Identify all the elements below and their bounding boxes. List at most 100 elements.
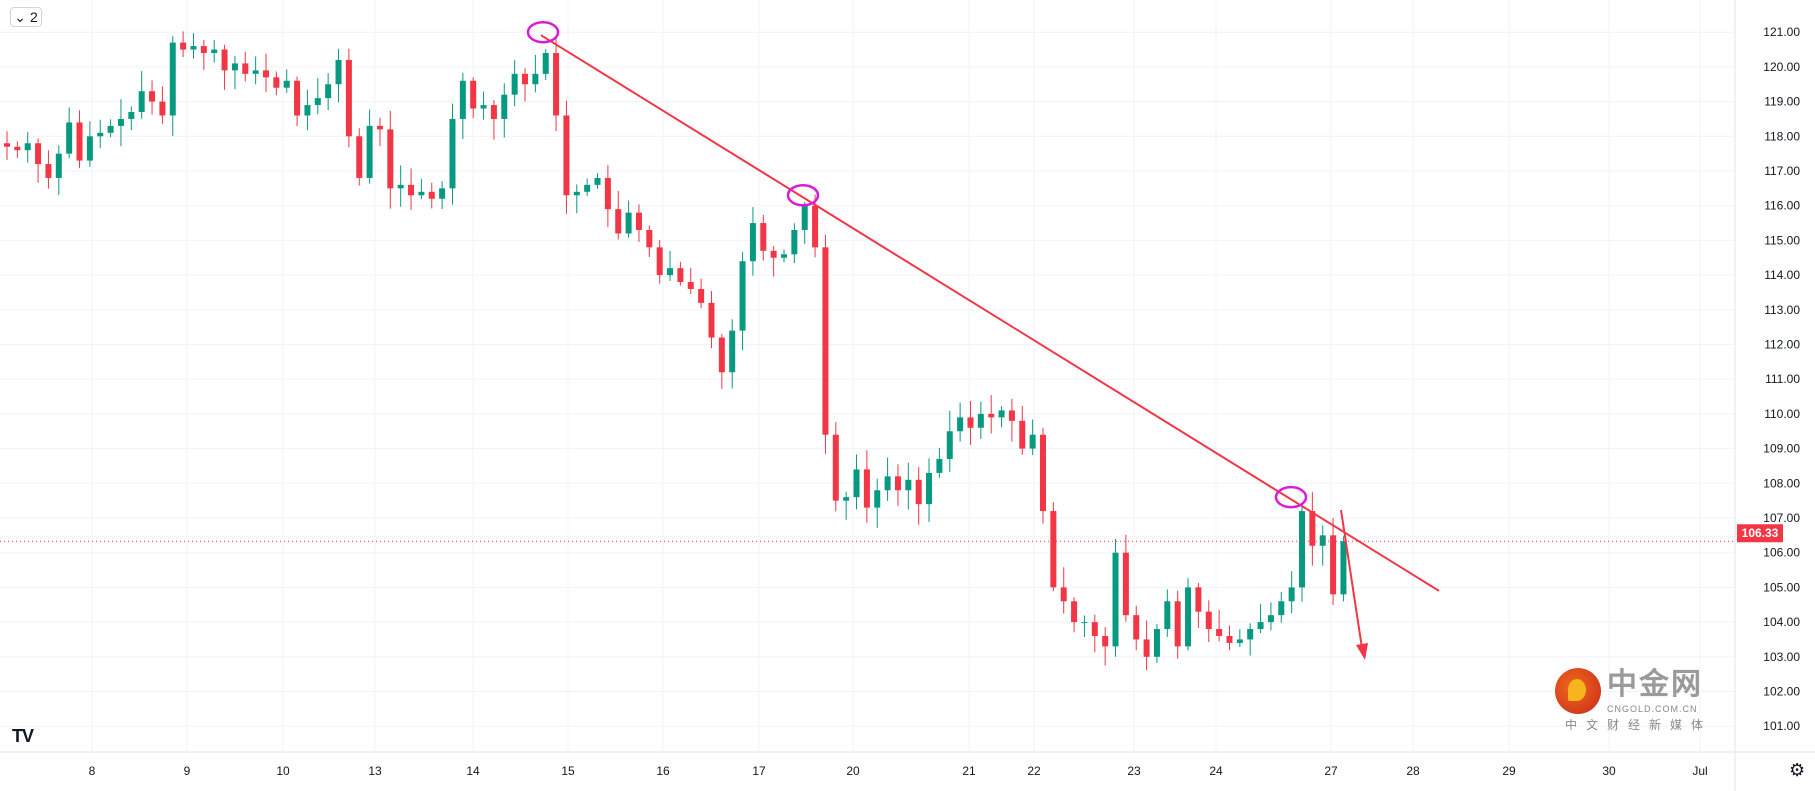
candle-body — [894, 476, 901, 491]
candle-body — [35, 143, 42, 165]
x-tick-label: 8 — [89, 764, 96, 778]
candle-body — [1205, 611, 1212, 630]
candle-body — [1071, 601, 1078, 623]
candle-body — [749, 223, 756, 262]
down-arrow-head — [1356, 643, 1368, 660]
candle-body — [428, 191, 435, 199]
y-tick-label: 109.00 — [1763, 442, 1800, 456]
candle-body — [584, 184, 591, 192]
candle-body — [356, 136, 363, 178]
candle-body — [97, 132, 104, 137]
x-tick-label: 21 — [962, 764, 976, 778]
candle-body — [470, 80, 477, 109]
y-tick-label: 113.00 — [1764, 303, 1800, 317]
candle-body — [149, 91, 156, 102]
touch-point-marker[interactable] — [1274, 485, 1308, 509]
x-tick-label: 23 — [1127, 764, 1141, 778]
candle-body — [863, 469, 870, 508]
y-tick-label: 101.00 — [1763, 719, 1800, 733]
candle-body — [760, 223, 767, 251]
collapse-indicators-button[interactable]: ⌄ 2 — [10, 7, 42, 27]
candle-body — [542, 53, 549, 74]
candle-body — [770, 250, 777, 258]
candle-body — [1122, 552, 1129, 616]
candle-body — [314, 98, 321, 106]
candle-body — [822, 247, 829, 435]
x-tick-label: 29 — [1502, 764, 1516, 778]
candle-body — [812, 205, 819, 248]
candle-body — [977, 413, 984, 428]
candle-body — [1185, 587, 1192, 647]
candle-body — [501, 94, 508, 119]
indicator-count: 2 — [29, 9, 38, 25]
candle-body — [946, 431, 953, 460]
candle-body — [1309, 511, 1316, 546]
candle-body — [387, 129, 394, 189]
candle-body — [988, 413, 995, 418]
candle-body — [128, 112, 135, 119]
y-tick-label: 105.00 — [1763, 580, 1800, 594]
candle-body — [1288, 587, 1295, 602]
candle-body — [1060, 587, 1067, 602]
candle-body — [874, 490, 881, 508]
candle-body — [439, 188, 446, 199]
candle-body — [1143, 639, 1150, 657]
candle-body — [1247, 629, 1254, 640]
candle-body — [86, 136, 93, 161]
touch-point-marker[interactable] — [526, 20, 560, 44]
candle-body — [667, 268, 674, 276]
candle-body — [1216, 629, 1223, 636]
candle-body — [190, 46, 197, 50]
candle-body — [1133, 615, 1140, 640]
candle-body — [708, 302, 715, 338]
candle-body — [1226, 635, 1233, 643]
candle-body — [1299, 511, 1305, 588]
candle-body — [335, 59, 342, 85]
candle-body — [884, 476, 891, 491]
settings-gear-icon[interactable]: ⚙ — [1789, 760, 1806, 780]
x-tick-label: 14 — [466, 764, 480, 778]
trendline[interactable] — [540, 34, 1440, 592]
candle-body — [159, 101, 166, 116]
candle-body — [594, 177, 601, 185]
candle-body — [24, 143, 31, 151]
candle-body — [1164, 601, 1171, 630]
candle-body — [1050, 511, 1057, 588]
candle-body — [791, 229, 798, 255]
touch-point-marker[interactable] — [786, 184, 820, 207]
x-tick-label: 28 — [1406, 764, 1420, 778]
candle-body — [522, 73, 528, 85]
candle-body — [635, 212, 642, 230]
candle-body — [905, 479, 912, 491]
y-tick-label: 103.00 — [1763, 650, 1800, 664]
candle-body — [926, 472, 933, 505]
candle-body — [1029, 434, 1036, 449]
candle-body — [4, 143, 10, 147]
candle-body — [263, 70, 269, 78]
y-tick-label: 119.00 — [1764, 95, 1800, 109]
watermark-title: 中金网 — [1607, 668, 1703, 701]
candle-body — [180, 42, 187, 50]
candle-body — [1040, 434, 1046, 512]
tradingview-logo[interactable]: TV — [12, 726, 34, 746]
candle-body — [1236, 639, 1243, 643]
candle-body — [14, 146, 21, 151]
x-tick-label: 20 — [846, 764, 860, 778]
candle-body — [1330, 535, 1337, 595]
x-tick-label: 30 — [1602, 764, 1616, 778]
candle-body — [957, 417, 964, 432]
candle-body — [853, 469, 860, 498]
candle-body — [843, 497, 850, 501]
candle-body — [832, 434, 839, 501]
x-tick-label: Jul — [1692, 764, 1707, 778]
candle-body — [107, 125, 114, 133]
candle-body — [480, 105, 487, 109]
candle-body — [729, 330, 736, 373]
candle-body — [1008, 410, 1015, 421]
candle-body — [66, 122, 73, 154]
candle-body — [781, 254, 787, 258]
candle-body — [376, 125, 383, 130]
candle-body — [915, 479, 922, 505]
candle-body — [511, 73, 518, 95]
